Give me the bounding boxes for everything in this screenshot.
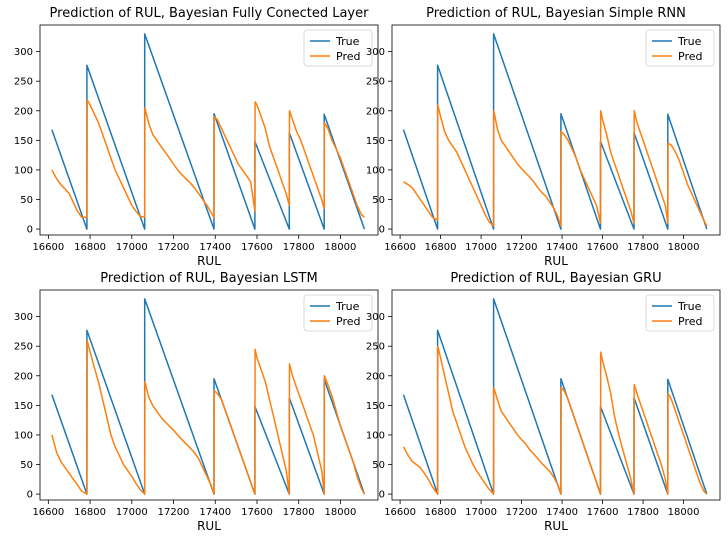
x-tick-label: 17200 — [506, 242, 538, 253]
series-line-pred — [51, 99, 365, 219]
legend: True Pred — [303, 294, 373, 332]
chart-panel: Prediction of RUL, Bayesian Fully Conect… — [14, 6, 379, 268]
y-tick-label: 250 — [14, 77, 33, 88]
x-tick-label: 17400 — [199, 242, 231, 253]
x-axis-label: RUL — [544, 519, 568, 533]
legend-label-true: True — [677, 35, 702, 48]
plot-frame — [39, 289, 379, 501]
y-tick-label: 150 — [14, 136, 33, 147]
x-tick-label: 16800 — [425, 242, 457, 253]
x-tick-label: 17200 — [506, 507, 538, 518]
y-tick-label: 200 — [366, 371, 385, 382]
y-tick-label: 100 — [366, 165, 385, 176]
x-tick-label: 17000 — [465, 507, 497, 518]
x-tick-label: 17800 — [283, 242, 315, 253]
x-tick-label: 16600 — [32, 507, 64, 518]
x-tick-label: 17400 — [546, 507, 578, 518]
chart-panel: Prediction of RUL, Bayesian GRU 16600 1680… — [366, 271, 721, 533]
y-tick-label: 50 — [372, 195, 385, 206]
legend: True Pred — [645, 29, 715, 67]
x-tick-label: 16600 — [32, 242, 64, 253]
x-tick-label: 16800 — [425, 507, 457, 518]
y-tick-label: 250 — [366, 342, 385, 353]
x-tick-label: 18000 — [668, 242, 700, 253]
x-tick-label: 17800 — [283, 507, 315, 518]
x-tick-label: 17200 — [158, 507, 190, 518]
y-tick-label: 200 — [366, 106, 385, 117]
y-tick-label: 50 — [20, 460, 33, 471]
x-tick-label: 17800 — [627, 507, 659, 518]
x-tick-label: 17600 — [587, 507, 619, 518]
x-tick-label: 17800 — [627, 242, 659, 253]
series-line-pred — [51, 339, 366, 495]
legend: True Pred — [303, 29, 373, 67]
series-line-pred — [403, 104, 708, 227]
y-tick-label: 150 — [366, 401, 385, 412]
x-tick-label: 18000 — [668, 507, 700, 518]
y-tick-label: 100 — [366, 430, 385, 441]
chart-panel: Prediction of RUL, Bayesian Simple RNN 16… — [366, 6, 721, 268]
chart-title: Prediction of RUL, Bayesian LSTM — [100, 271, 317, 286]
chart-panel: Prediction of RUL, Bayesian LSTM 16600 168… — [14, 271, 379, 533]
y-tick-label: 0 — [379, 490, 385, 501]
x-tick-label: 17600 — [241, 242, 273, 253]
series-line-pred — [402, 345, 708, 495]
y-tick-label: 100 — [14, 430, 33, 441]
y-tick-label: 150 — [14, 401, 33, 412]
y-tick-label: 200 — [14, 371, 33, 382]
y-tick-label: 0 — [27, 225, 33, 236]
y-tick-label: 250 — [366, 77, 385, 88]
x-axis-label: RUL — [197, 254, 221, 268]
legend-label-pred: Pred — [678, 315, 702, 328]
chart-title: Prediction of RUL, Bayesian Fully Conect… — [50, 6, 370, 21]
chart-title: Prediction of RUL, Bayesian Simple RNN — [426, 6, 686, 21]
legend-label-true: True — [335, 35, 360, 48]
series-line-true — [51, 33, 366, 230]
plot-frame — [391, 289, 721, 501]
x-tick-label: 17600 — [241, 507, 273, 518]
y-tick-label: 300 — [14, 312, 33, 323]
y-tick-label: 0 — [27, 490, 33, 501]
x-tick-label: 17600 — [587, 242, 619, 253]
y-tick-label: 300 — [366, 312, 385, 323]
x-tick-label: 17000 — [465, 242, 497, 253]
legend-label-pred: Pred — [678, 50, 702, 63]
x-tick-label: 17400 — [546, 242, 578, 253]
y-tick-label: 200 — [14, 106, 33, 117]
plot-frame — [391, 24, 721, 236]
x-axis-label: RUL — [544, 254, 568, 268]
y-tick-label: 250 — [14, 342, 33, 353]
x-tick-label: 18000 — [325, 242, 357, 253]
legend-box — [645, 294, 715, 332]
x-tick-label: 18000 — [325, 507, 357, 518]
x-tick-label: 17000 — [116, 507, 148, 518]
x-tick-label: 17400 — [199, 507, 231, 518]
y-tick-label: 100 — [14, 165, 33, 176]
x-tick-label: 16800 — [74, 507, 106, 518]
y-tick-label: 150 — [366, 136, 385, 147]
chart-title: Prediction of RUL, Bayesian GRU — [450, 271, 661, 286]
plot-frame — [39, 24, 379, 236]
y-tick-label: 300 — [14, 47, 33, 58]
x-tick-label: 17200 — [158, 242, 190, 253]
x-axis-label: RUL — [197, 519, 221, 533]
legend-label-true: True — [335, 300, 360, 313]
x-tick-label: 16800 — [74, 242, 106, 253]
x-tick-label: 16600 — [384, 242, 416, 253]
legend-label-pred: Pred — [336, 315, 360, 328]
x-tick-label: 16600 — [384, 507, 416, 518]
legend-box — [303, 29, 373, 67]
legend: True Pred — [645, 294, 715, 332]
legend-box — [645, 29, 715, 67]
legend-label-pred: Pred — [336, 50, 360, 63]
y-tick-label: 50 — [372, 460, 385, 471]
x-tick-label: 17000 — [116, 242, 148, 253]
y-tick-label: 0 — [379, 225, 385, 236]
y-tick-label: 300 — [366, 47, 385, 58]
y-tick-label: 50 — [20, 195, 33, 206]
legend-label-true: True — [677, 300, 702, 313]
legend-box — [303, 294, 373, 332]
